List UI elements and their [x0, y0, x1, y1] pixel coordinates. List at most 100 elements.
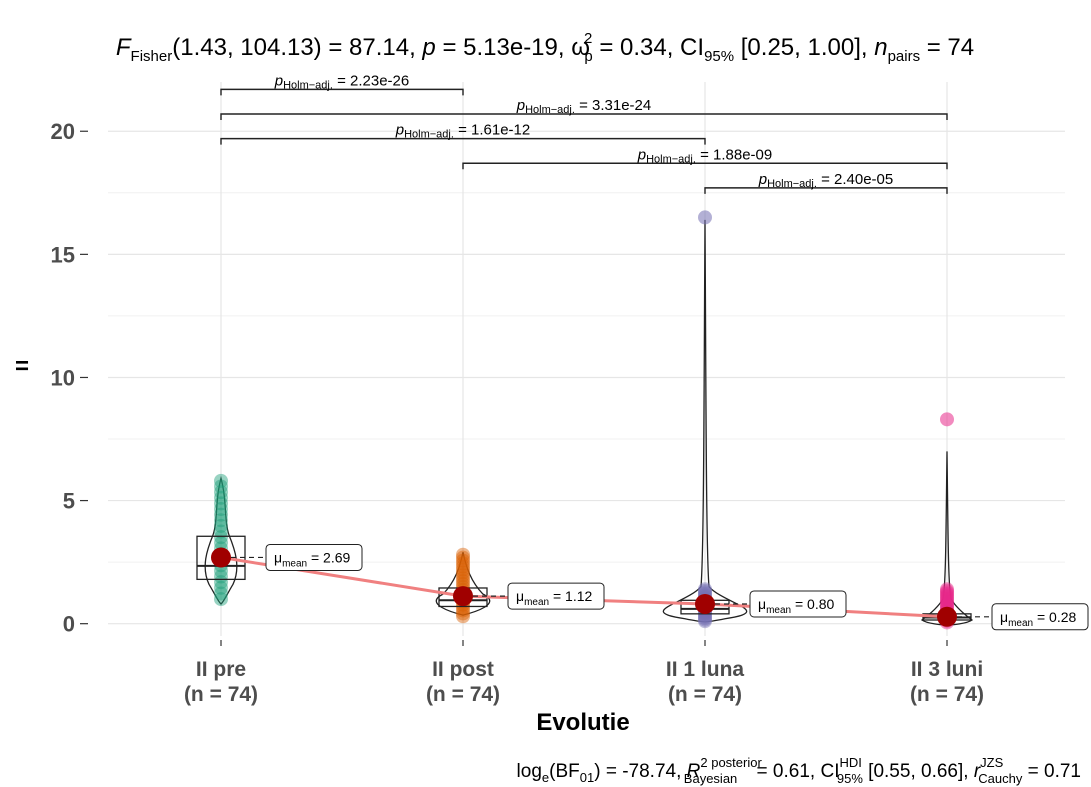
title-ci-value: [0.25, 1.00],: [734, 34, 874, 61]
sub-r: r: [974, 761, 981, 782]
data-point: [456, 556, 470, 571]
data-point: [456, 559, 470, 574]
category-group-1: [435, 547, 491, 624]
x-category-label: II pre: [196, 658, 246, 681]
comparison-bracket: [704, 187, 948, 194]
data-point: [214, 530, 228, 545]
comparison-bracket: [220, 88, 464, 96]
y-tick-label: 15: [51, 242, 75, 267]
x-axis-title: Evolutie: [536, 709, 629, 736]
title-omega-sub: p: [584, 48, 592, 65]
comparison-bracket: [220, 113, 948, 121]
data-point: [940, 585, 954, 600]
title-ci-sub: 95%: [704, 48, 734, 65]
comparison-label: pHolm−adj. = 2.40e-05: [758, 171, 893, 190]
data-point: [214, 513, 228, 528]
mean-label-box: [265, 543, 363, 571]
title-omega-sup: 2: [584, 30, 592, 47]
grid: [108, 82, 1065, 636]
data-point: [940, 596, 954, 611]
data-point: [456, 609, 470, 624]
data-point: [214, 569, 228, 584]
sub-ci-value: [0.55, 0.66],: [863, 761, 974, 782]
data-point: [456, 562, 470, 577]
title-n-value: = 74: [920, 34, 974, 61]
data-point: [940, 588, 954, 603]
y-tick-label: 20: [51, 119, 75, 144]
data-point: [456, 547, 470, 562]
comparison-brackets: pHolm−adj. = 2.23e-26 pHolm−adj. = 3.31e-…: [220, 72, 948, 194]
x-category-label: II post: [432, 658, 494, 681]
sub-ci-sub: 95%: [837, 771, 863, 786]
data-point: [214, 524, 228, 539]
violin: [662, 219, 748, 623]
data-point: [456, 568, 470, 583]
data-point: [214, 502, 228, 517]
data-point: [214, 490, 228, 505]
data-point: [214, 507, 228, 522]
violin: [204, 475, 238, 605]
data-point: [456, 574, 470, 589]
mean-label-box: [991, 603, 1089, 631]
data-point: [214, 563, 228, 578]
mean-label-box: [507, 582, 605, 610]
data-point: [456, 550, 470, 565]
title-args: (1.43, 104.13) = 87.14,: [172, 34, 422, 61]
title-p: p: [421, 34, 435, 61]
x-category-n: (n = 74): [910, 683, 984, 706]
x-category-n: (n = 74): [668, 683, 742, 706]
data-point: [214, 473, 228, 488]
data-point: [698, 611, 712, 626]
y-tick-label: 5: [63, 489, 75, 514]
data-point: [940, 583, 954, 598]
comparison-label: pHolm−adj. = 3.31e-24: [516, 97, 651, 116]
mean-label: μmean = 0.80: [758, 596, 835, 616]
title-omega-value: = 0.34, CI: [593, 34, 704, 61]
data-point: [214, 575, 228, 590]
data-point: [214, 580, 228, 595]
comparison-bracket: [462, 162, 948, 170]
y-tick-label: 0: [63, 612, 75, 637]
sub-r-value: = 0.71: [1022, 761, 1081, 782]
sub-r-sub: Cauchy: [978, 771, 1023, 786]
data-point: [456, 553, 470, 568]
chart-subtitle: loge(BF01) = -78.74, R2 posterior Bayesia…: [517, 755, 1081, 786]
outlier-point: [940, 412, 954, 427]
sub-log-sub: e: [542, 770, 549, 785]
title-n-sub: pairs: [888, 48, 921, 65]
data-point: [940, 594, 954, 609]
sub-r2-value: = 0.61, CI: [751, 761, 839, 782]
data-point: [940, 591, 954, 606]
data-point: [698, 582, 712, 597]
title-omega: ω: [571, 34, 590, 61]
data-point: [940, 593, 954, 608]
sub-r2-sup: 2 posterior: [700, 755, 762, 770]
comparison-label: pHolm−adj. = 1.88e-09: [637, 146, 772, 165]
comparison-label: pHolm−adj. = 2.23e-26: [274, 72, 409, 91]
x-category-label: II 3 luni: [911, 658, 983, 681]
mean-point: [453, 586, 473, 607]
data-point: [214, 479, 228, 494]
sub-bf-sub: 01: [580, 770, 594, 785]
data-point: [456, 606, 470, 621]
outlier-point: [698, 210, 712, 225]
data-point: [456, 571, 470, 586]
x-category-n: (n = 74): [184, 683, 258, 706]
sub-bf-value: ) = -78.74,: [594, 761, 686, 782]
data-point: [214, 496, 228, 511]
data-point: [940, 590, 954, 605]
category-group-0: [196, 473, 246, 607]
y-axis: 0 5 10 15 20: [51, 119, 88, 637]
title-f: F: [116, 34, 132, 61]
data-point: [214, 518, 228, 533]
data-point: [698, 583, 712, 598]
data-point: [698, 614, 712, 629]
sub-bf: (BF: [549, 761, 580, 782]
sub-log: log: [517, 761, 542, 782]
x-category-label: II 1 luna: [666, 658, 745, 681]
mean-point: [211, 547, 231, 568]
data-point: [456, 565, 470, 580]
comparison-label: pHolm−adj. = 1.61e-12: [395, 122, 530, 141]
sub-r2: R: [687, 761, 701, 782]
data-point: [940, 582, 954, 597]
